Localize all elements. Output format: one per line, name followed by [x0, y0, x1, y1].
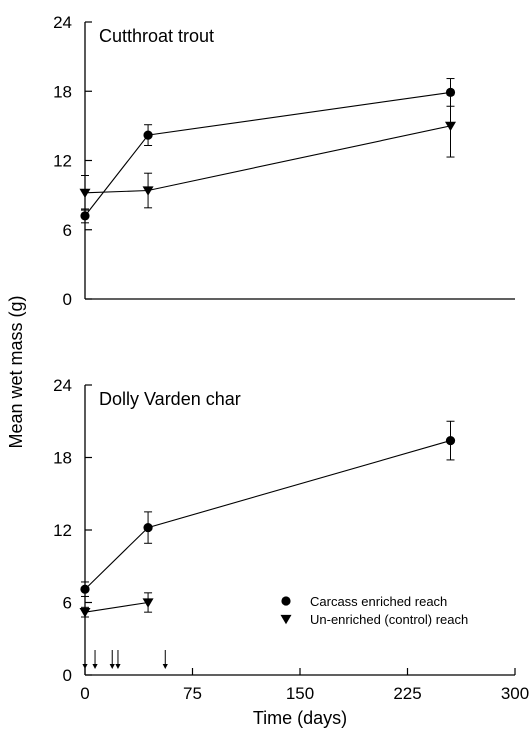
legend-label: Carcass enriched reach	[310, 594, 447, 609]
data-point	[79, 608, 91, 618]
x-tick-label: 225	[393, 684, 421, 703]
legend: Carcass enriched reach Un-enriched (contr…	[280, 594, 468, 627]
series-carcass-enriched	[80, 78, 456, 224]
y-tick-label: 0	[63, 666, 72, 685]
legend-label: Un-enriched (control) reach	[310, 612, 468, 627]
data-point	[80, 211, 90, 221]
y-tick-label: 18	[53, 449, 72, 468]
series-un-enriched-control	[79, 94, 456, 211]
arrow-head	[92, 664, 98, 669]
x-tick-label: 150	[286, 684, 314, 703]
data-point	[80, 584, 90, 594]
data-point	[143, 522, 153, 533]
x-tick-label: 0	[80, 684, 89, 703]
data-point	[142, 598, 154, 608]
data-point	[143, 130, 153, 140]
series-line	[84, 91, 451, 217]
series-line	[84, 125, 451, 194]
data-point	[445, 121, 456, 132]
x-axis-title: Time (days)	[253, 708, 347, 728]
y-axis-title: Mean wet mass (g)	[6, 295, 26, 448]
series-carcass-enriched	[80, 420, 456, 597]
data-point	[142, 186, 154, 196]
arrow-head	[115, 664, 121, 669]
y-tick-label: 12	[53, 521, 72, 540]
panel-dolly-varden-char: 0 6 12 18 24 0 75 150 225 300 Dolly Varden char	[53, 376, 529, 703]
legend-marker-triangle-down	[280, 614, 292, 625]
series-line	[84, 601, 149, 613]
y-tick-label: 0	[63, 290, 72, 309]
legend-marker-circle	[281, 596, 291, 606]
y-tick-label: 24	[53, 376, 72, 395]
x-tick-label: 300	[501, 684, 529, 703]
panel-title: Dolly Varden char	[99, 389, 241, 409]
y-tick-label: 6	[63, 221, 72, 240]
panel-title: Cutthroat trout	[99, 26, 214, 46]
y-tick-label: 18	[53, 82, 72, 101]
y-tick-label: 24	[53, 13, 72, 32]
arrow-head	[162, 664, 168, 669]
x-tick-label: 75	[183, 684, 202, 703]
arrow-head	[82, 664, 88, 669]
series-line	[84, 440, 451, 590]
panel-cutthroat-trout: 0 6 12 18 24 Cutthroat trout	[53, 13, 515, 309]
y-tick-label: 6	[63, 594, 72, 613]
data-point	[79, 188, 91, 199]
series-un-enriched-control	[79, 592, 154, 618]
y-tick-label: 12	[53, 152, 72, 171]
arrow-head	[109, 664, 115, 669]
data-point	[445, 435, 456, 446]
